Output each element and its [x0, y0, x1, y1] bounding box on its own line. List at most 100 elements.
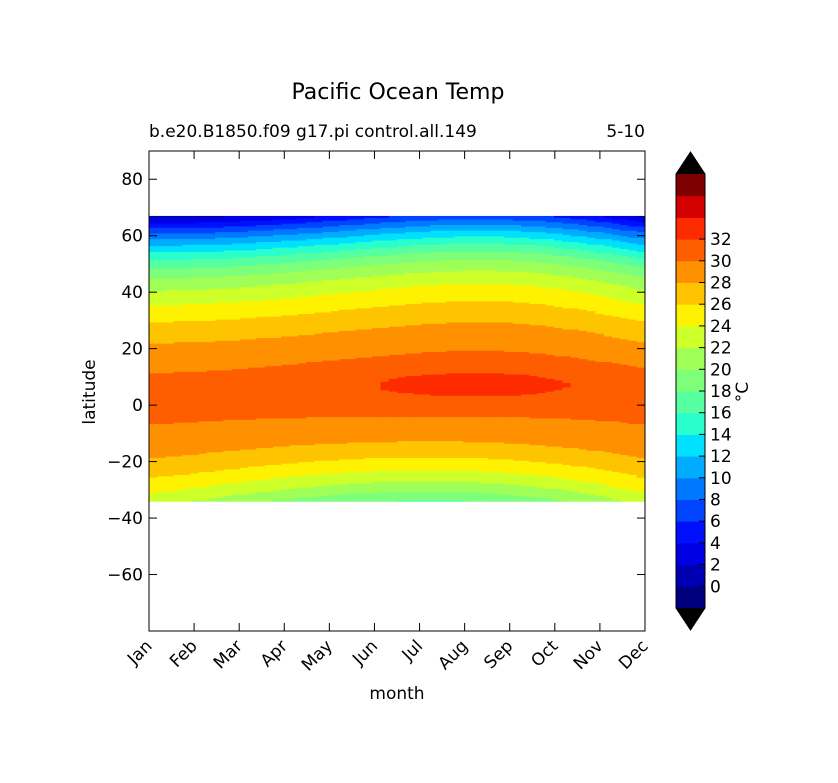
contour-cell [363, 255, 373, 266]
contour-cell [281, 228, 291, 235]
contour-cell [529, 303, 539, 326]
contour-cell [380, 355, 390, 382]
contour-cell [496, 395, 506, 418]
contour-cell [339, 309, 348, 331]
contour-cell [479, 416, 489, 443]
contour-cell [273, 316, 282, 338]
contour-cell [421, 215, 431, 221]
contour-cell [264, 365, 274, 419]
contour-cell [149, 268, 158, 279]
contour-cell [620, 338, 630, 365]
contour-cell [578, 292, 588, 310]
contour-cell [231, 256, 241, 266]
contour-cell [521, 271, 530, 286]
contour-cell [190, 341, 200, 372]
contour-cell [405, 262, 415, 274]
contour-cell [529, 231, 539, 240]
contour-cell [363, 217, 373, 224]
contour-cell [322, 359, 332, 418]
contour-cell [206, 217, 216, 223]
contour-cell [620, 248, 630, 257]
contour-cell [264, 220, 274, 226]
contour-cell [388, 470, 398, 482]
contour-cell [471, 491, 481, 502]
contour-cell [463, 441, 472, 458]
contour-cell [281, 262, 291, 274]
contour-cell [372, 289, 382, 307]
contour-cell [231, 215, 241, 223]
contour-cell [479, 235, 489, 244]
contour-cell [173, 268, 183, 279]
colorbar-tick-label: 4 [710, 534, 721, 554]
contour-cell [215, 276, 224, 289]
contour-cell [347, 242, 357, 251]
contour-cell [330, 443, 340, 461]
contour-cell [206, 227, 216, 234]
contour-cell [173, 474, 183, 491]
contour-cell [215, 369, 224, 422]
contour-cell [347, 492, 357, 502]
contour-cell [165, 268, 175, 279]
contour-cell [314, 443, 324, 461]
contour-cell [190, 303, 200, 322]
contour-cell [273, 283, 282, 300]
contour-cell [248, 235, 258, 244]
contour-cell [206, 341, 216, 371]
contour-cell [463, 300, 472, 323]
contour-cell [380, 381, 390, 391]
contour-cell [248, 220, 258, 227]
contour-cell [339, 242, 348, 251]
contour-fill-layer [149, 215, 645, 502]
contour-cell [611, 215, 621, 220]
contour-cell [256, 465, 266, 481]
contour-cell [322, 244, 332, 252]
contour-cell [570, 248, 580, 258]
contour-cell [463, 224, 472, 231]
contour-cell [157, 321, 167, 344]
contour-cell [463, 350, 472, 374]
contour-cell [479, 215, 489, 220]
contour-cell [405, 215, 415, 221]
contour-cell [595, 238, 605, 245]
contour-cell [405, 324, 415, 354]
contour-cell [339, 258, 348, 268]
contour-cell [620, 230, 630, 237]
contour-cell [165, 343, 175, 374]
contour-cell [446, 416, 456, 442]
contour-cell [504, 472, 514, 485]
contour-cell [173, 245, 183, 252]
contour-cell [454, 395, 464, 418]
contour-cell [446, 259, 456, 272]
contour-cell [446, 218, 456, 226]
contour-cell [347, 309, 357, 331]
contour-cell [372, 217, 382, 224]
contour-cell [595, 313, 605, 334]
contour-cell [149, 238, 158, 247]
contour-cell [479, 492, 489, 502]
contour-cell [306, 496, 315, 502]
contour-cell [587, 215, 596, 221]
contour-cell [165, 423, 175, 457]
contour-cell [256, 224, 266, 231]
contour-cell [397, 238, 406, 247]
contour-cell [380, 227, 390, 234]
colorbar-swatch [676, 499, 705, 522]
contour-cell [413, 272, 423, 286]
contour-cell [330, 310, 340, 333]
contour-cell [223, 450, 233, 470]
contour-cell [330, 231, 340, 238]
contour-cell [496, 271, 506, 285]
contour-cell [413, 375, 423, 395]
contour-cell [438, 271, 448, 285]
contour-cell [521, 302, 530, 324]
contour-cell [190, 244, 200, 252]
contour-cell [157, 423, 167, 458]
contour-cell [264, 478, 274, 492]
contour-cell [173, 371, 183, 423]
contour-cell [372, 255, 382, 265]
contour-cell [545, 326, 555, 355]
chart-title: Pacific Ocean Temp [292, 80, 505, 105]
colorbar-tick-label: 22 [710, 339, 732, 359]
contour-cell [190, 320, 200, 343]
contour-cell [231, 237, 241, 244]
